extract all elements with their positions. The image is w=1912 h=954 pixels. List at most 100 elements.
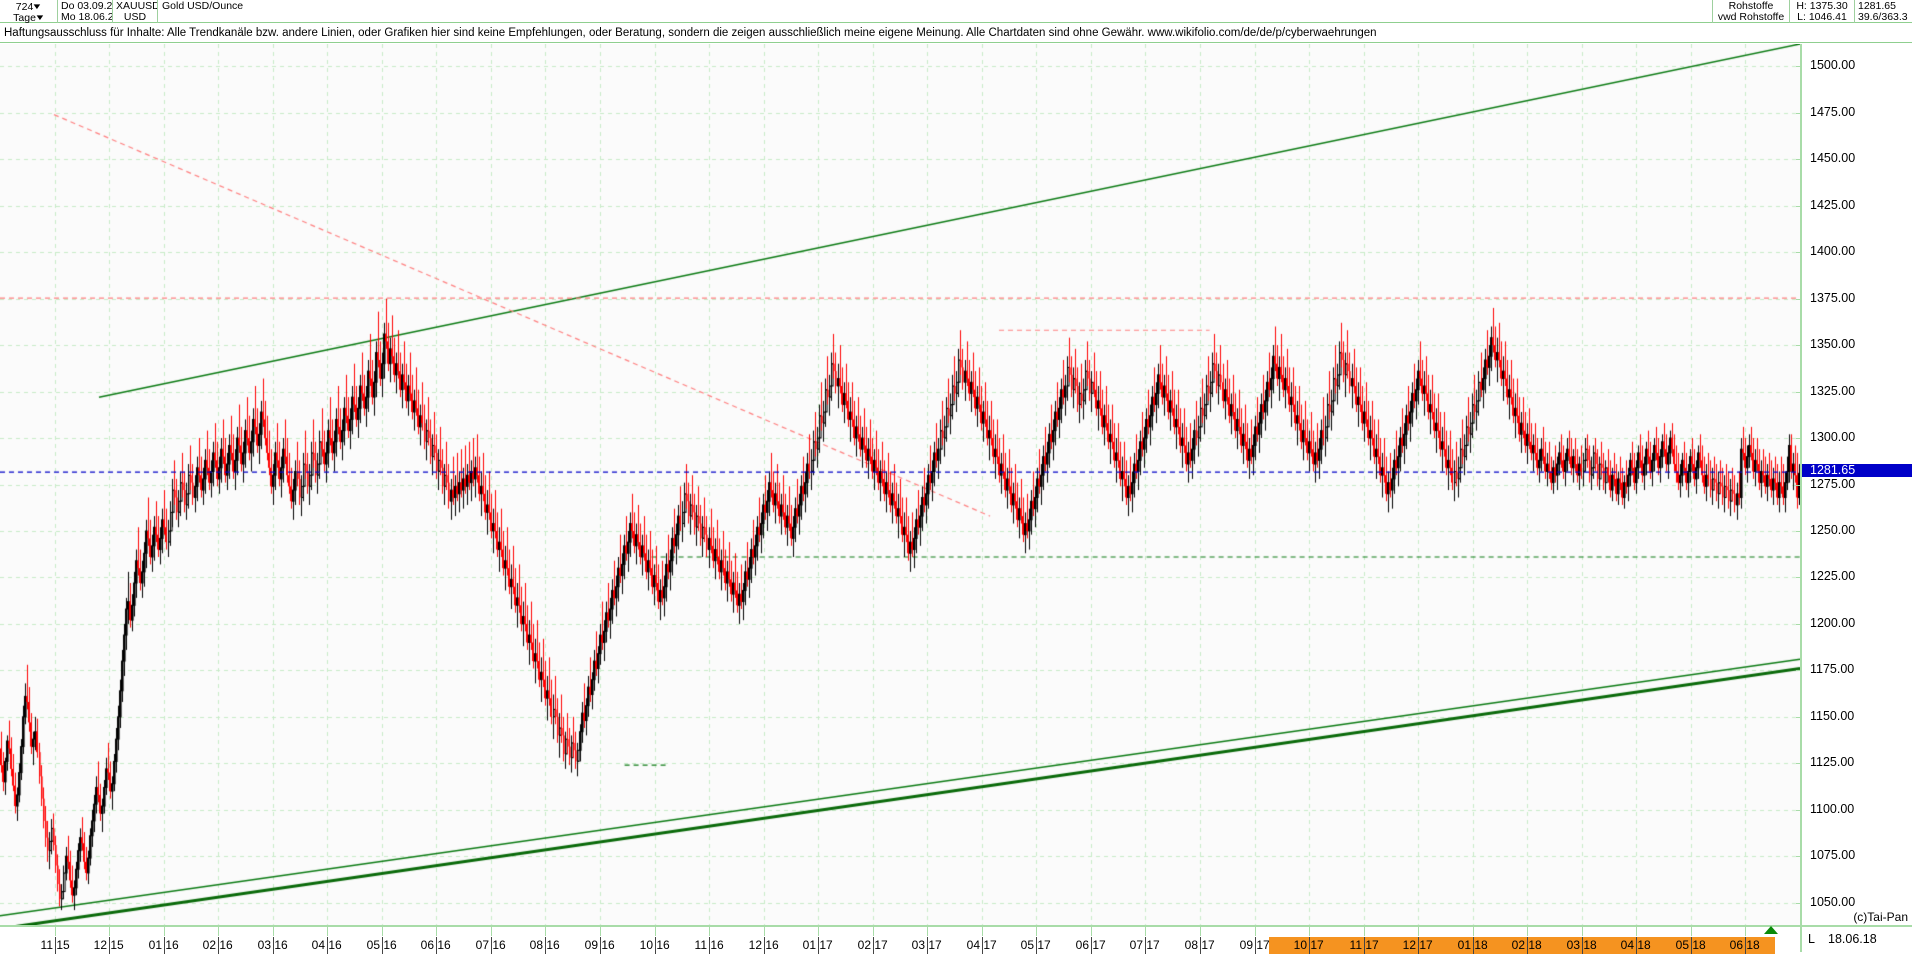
time-axis-tick (1473, 927, 1474, 936)
time-axis-tick (1745, 927, 1746, 936)
time-axis-tick (1418, 927, 1419, 936)
time-axis-separator (764, 937, 765, 954)
time-axis-separator (927, 937, 928, 954)
time-axis-label: 04 17 (966, 938, 997, 952)
time-axis-tick (273, 927, 274, 936)
time-axis-separator (218, 937, 219, 954)
price-axis-label: 1075.00 (1810, 848, 1856, 863)
price-axis-tick (1796, 856, 1802, 857)
chevron-down-icon[interactable]: ▼ (31, 2, 43, 11)
time-axis-highlight-band[interactable] (1269, 937, 1775, 954)
time-axis-label: 06 17 (1075, 938, 1106, 952)
time-axis-label: 06 16 (420, 938, 451, 952)
header-symbol-cell[interactable]: XAUUSD USD (113, 0, 158, 23)
chart-plot-area[interactable] (0, 44, 1800, 925)
header-instrument-name-cell: Gold USD/Ounce (158, 0, 247, 23)
candlestick-canvas[interactable] (0, 44, 1800, 925)
last-marker-label: L (1808, 932, 1815, 946)
period-high-value: H: 1375.30 (1796, 1, 1848, 12)
instrument-name-value: Gold USD/Ounce (162, 0, 244, 12)
time-axis-tick (327, 927, 328, 936)
time-axis-separator (1091, 937, 1092, 954)
price-axis[interactable]: 1500.00 1475.00 1450.00 1425.00 1400.00 1375.… (1796, 44, 1912, 925)
time-axis-tick (1145, 927, 1146, 936)
time-axis-tick (218, 927, 219, 936)
time-axis-label: 10 16 (639, 938, 670, 952)
time-axis-separator (1745, 937, 1746, 954)
time-axis[interactable]: (c)Tai-Pan L 18.06.18 11 15 12 15 01 16 02 … (0, 910, 1912, 954)
source-value: vwd Rohstoffe (1717, 12, 1785, 23)
time-axis-label: 12 16 (748, 938, 779, 952)
range-stat-value: 39.6/363.3 (1858, 12, 1908, 23)
time-axis-separator (1418, 937, 1419, 954)
time-axis-tick (382, 927, 383, 936)
time-axis-tick (600, 927, 601, 936)
chart-header-bar: 724▼ Tage▼ Do 03.09.2015 Mo 18.06.2018 X… (0, 0, 1912, 23)
time-axis-label: 03 17 (911, 938, 942, 952)
price-axis-tick (1796, 113, 1802, 114)
price-axis-tick (1796, 810, 1802, 811)
price-axis-label: 1125.00 (1810, 755, 1855, 770)
current-price-label[interactable]: 1281.65 (1802, 464, 1912, 478)
price-axis-label: 1350.00 (1810, 337, 1856, 352)
time-axis-separator (600, 937, 601, 954)
price-axis-tick (1796, 206, 1802, 207)
price-axis-tick (1796, 438, 1802, 439)
time-axis-label: 04 16 (311, 938, 342, 952)
time-axis-label: 12 15 (93, 938, 124, 952)
price-axis-tick (1796, 485, 1802, 486)
time-axis-label: 01 16 (148, 938, 179, 952)
time-axis-tick (982, 927, 983, 936)
price-axis-label: 1175.00 (1810, 662, 1855, 677)
time-axis-label: 08 17 (1184, 938, 1215, 952)
time-axis-separator (1364, 937, 1365, 954)
header-bars-count-cell[interactable]: 724▼ Tage▼ (0, 0, 58, 23)
chevron-down-icon[interactable]: ▼ (34, 13, 46, 22)
date-to-value: Mo 18.06.2018 (61, 12, 112, 23)
price-axis-label: 1225.00 (1810, 569, 1856, 584)
price-axis-label: 1475.00 (1810, 104, 1856, 119)
time-axis-tick (545, 927, 546, 936)
price-axis-tick (1796, 670, 1802, 671)
time-axis-tick (436, 927, 437, 936)
price-axis-label: 1425.00 (1810, 197, 1856, 212)
price-axis-label: 1450.00 (1810, 151, 1856, 166)
price-axis-tick (1796, 159, 1802, 160)
time-axis-label: 05 17 (1020, 938, 1051, 952)
price-axis-tick (1796, 531, 1802, 532)
time-axis-separator (382, 937, 383, 954)
time-axis-label: 01 17 (802, 938, 833, 952)
price-axis-label: 1500.00 (1810, 58, 1856, 73)
time-axis-tick (1036, 927, 1037, 936)
price-axis-tick (1796, 763, 1802, 764)
time-axis-separator (982, 937, 983, 954)
time-axis-tick (873, 927, 874, 936)
copyright-label: (c)Tai-Pan (1853, 910, 1908, 924)
time-axis-separator (1582, 937, 1583, 954)
price-axis-label: 1300.00 (1810, 430, 1856, 445)
time-axis-label: 09 16 (584, 938, 615, 952)
price-axis-tick (1796, 299, 1802, 300)
time-axis-separator (1473, 937, 1474, 954)
time-axis-tick (1582, 927, 1583, 936)
time-axis-separator (1527, 937, 1528, 954)
time-axis-label: 07 17 (1129, 938, 1160, 952)
time-axis-separator (1309, 937, 1310, 954)
header-date-range-cell[interactable]: Do 03.09.2015 Mo 18.06.2018 (58, 0, 113, 23)
time-axis-separator (873, 937, 874, 954)
category-value: Rohstoffe (1728, 1, 1774, 12)
price-axis-label: 1375.00 (1810, 290, 1856, 305)
time-axis-tick (1255, 927, 1256, 936)
price-axis-label: 1275.00 (1810, 476, 1856, 491)
time-axis-separator (1200, 937, 1201, 954)
time-axis-separator (327, 937, 328, 954)
disclaimer-text: Haftungsausschluss für Inhalte: Alle Tre… (0, 23, 1912, 43)
time-axis-separator (1036, 937, 1037, 954)
currency-value: USD (123, 12, 147, 23)
last-price-value: 1281.65 (1858, 1, 1896, 12)
price-axis-label: 1150.00 (1810, 708, 1855, 723)
time-axis-label: 02 17 (857, 938, 888, 952)
date-from-value: Do 03.09.2015 (61, 1, 112, 12)
time-axis-separator (1255, 937, 1256, 954)
time-axis-label: 03 16 (257, 938, 288, 952)
